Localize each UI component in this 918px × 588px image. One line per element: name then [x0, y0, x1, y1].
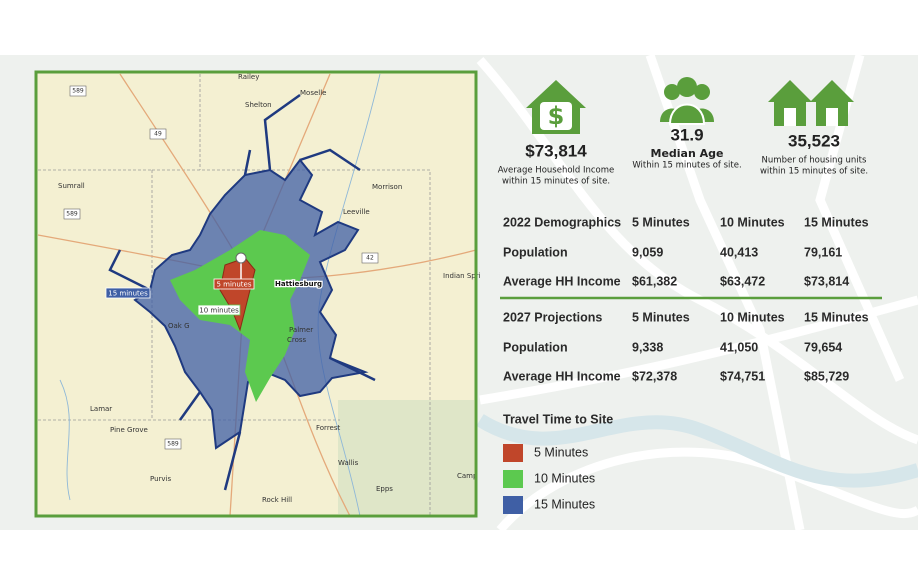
place-label: Lamar — [90, 405, 112, 413]
bg-river — [476, 414, 918, 488]
time-tag-label: 15 minutes — [108, 290, 148, 298]
road-shield — [149, 128, 167, 140]
road-shield — [69, 85, 87, 97]
stat-label: Median Age — [651, 147, 724, 160]
stat-value: $73,814 — [525, 141, 587, 160]
time-tag-label: 5 minutes — [216, 281, 251, 289]
table-cell: $74,751 — [720, 369, 765, 383]
house-dollar-icon: $ — [526, 80, 586, 134]
table-cell: Population — [503, 245, 568, 259]
bottom-band — [0, 530, 918, 588]
table-header: 5 Minutes — [632, 215, 690, 229]
legend-swatch — [503, 444, 523, 462]
table-cell: $63,472 — [720, 274, 765, 288]
place-label: Forrest — [316, 424, 340, 432]
table-cell: Average HH Income — [503, 274, 621, 288]
legend-label: 10 Minutes — [534, 471, 595, 485]
table-cell: Population — [503, 340, 568, 354]
stat-label: within 15 minutes of site. — [502, 177, 610, 187]
place-label: Morrison — [372, 183, 402, 191]
time-tag — [105, 287, 151, 299]
table-cell: $85,729 — [804, 369, 849, 383]
map-frame — [34, 70, 478, 518]
place-label: Oak G — [168, 322, 190, 330]
place-label: Hattiesburg — [275, 280, 322, 288]
table-cell: 41,050 — [720, 340, 758, 354]
road-shield — [63, 208, 81, 220]
time-tag-label: 10 minutes — [199, 307, 239, 315]
place-label: Railey — [238, 73, 259, 81]
place-label: Indian Spri — [443, 272, 481, 280]
table-header: 10 Minutes — [720, 310, 785, 324]
table-cell: 79,654 — [804, 340, 842, 354]
isochrone-5 — [219, 257, 256, 332]
table-cell: 40,413 — [720, 245, 758, 259]
place-label: Leeville — [343, 208, 370, 216]
place-label: Sumrall — [58, 182, 85, 190]
forest-area — [338, 400, 474, 514]
road-number: 49 — [154, 131, 162, 138]
svg-text:$: $ — [548, 102, 565, 130]
legend-label: 5 Minutes — [534, 445, 588, 459]
table-header: 15 Minutes — [804, 215, 869, 229]
county-lines — [38, 74, 431, 515]
place-label: Camp — [457, 472, 478, 480]
place-label: Cross — [287, 336, 307, 344]
legend-label: 15 Minutes — [534, 497, 595, 511]
table-cell: $61,382 — [632, 274, 677, 288]
legend-swatch — [503, 470, 523, 488]
table-header: 5 Minutes — [632, 310, 690, 324]
legend-title: Travel Time to Site — [503, 412, 613, 426]
houses-icon — [768, 80, 854, 126]
place-label: Wallis — [338, 459, 359, 467]
place-label: Palmer — [289, 326, 313, 334]
place-label: Pine Grove — [110, 426, 148, 434]
stat-value: 35,523 — [788, 131, 840, 150]
map: Railey Shelton Moselle Sumrall Morrison Leevi… — [34, 70, 481, 518]
place-label: Shelton — [245, 101, 272, 109]
place-label: Rock Hill — [262, 496, 292, 504]
table-cell: 79,161 — [804, 245, 842, 259]
road-number: 589 — [66, 211, 78, 218]
table-header: 15 Minutes — [804, 310, 869, 324]
stat-label: Number of housing units — [762, 156, 867, 166]
iso-tendrils — [108, 93, 376, 491]
place-label: Moselle — [300, 89, 326, 97]
stat-value: 31.9 — [670, 125, 703, 144]
road-number: 589 — [167, 441, 179, 448]
table-header: 2027 Projections — [503, 310, 602, 324]
table-header: 10 Minutes — [720, 215, 785, 229]
stat-label: within 15 minutes of site. — [760, 167, 868, 177]
icons: $ — [526, 77, 854, 134]
time-tag — [197, 304, 241, 316]
table-header: 2022 Demographics — [503, 215, 621, 229]
place-label: Purvis — [150, 475, 172, 483]
stat-label: Average Household Income — [498, 166, 615, 176]
people-icon — [660, 77, 714, 125]
top-band — [0, 0, 918, 55]
road-shield — [164, 438, 182, 450]
stat-label: Within 15 minutes of site. — [632, 161, 741, 171]
table-cell: 9,059 — [632, 245, 663, 259]
legend-swatch — [503, 496, 523, 514]
table-cell: $72,378 — [632, 369, 677, 383]
table-cell: 9,338 — [632, 340, 663, 354]
place-label: Epps — [376, 485, 393, 493]
road-number: 589 — [72, 88, 84, 95]
time-tag — [213, 278, 255, 290]
site-pin — [235, 252, 247, 264]
table-cell: Average HH Income — [503, 369, 621, 383]
table-cell: $73,814 — [804, 274, 849, 288]
road-shield — [361, 252, 379, 264]
road-number: 42 — [366, 255, 374, 262]
